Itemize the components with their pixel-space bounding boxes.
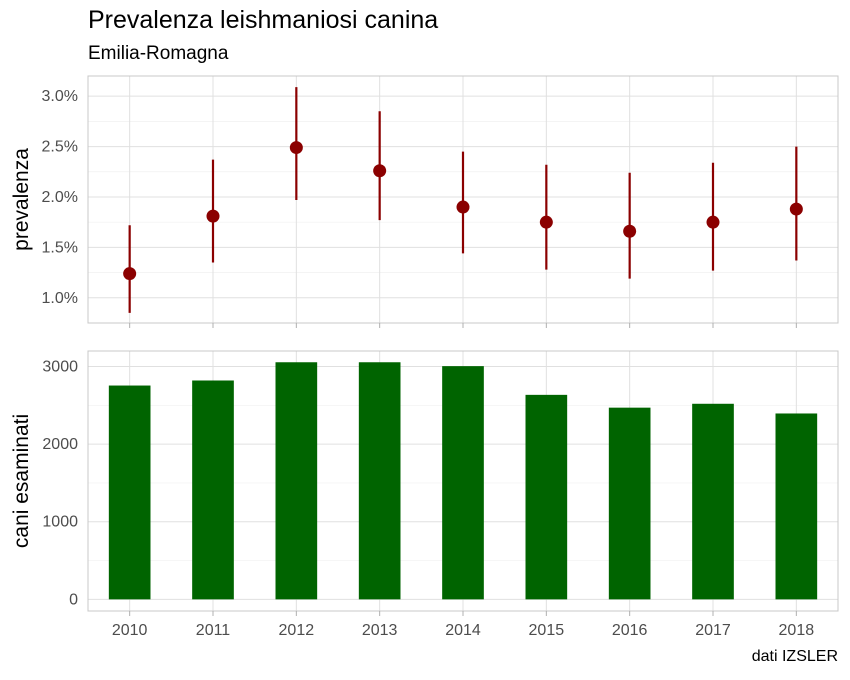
point-2018 [789, 202, 803, 216]
bar-2013 [358, 362, 401, 600]
xtick-label-2018: 2018 [779, 622, 815, 639]
chart-caption: dati IZSLER [751, 648, 838, 665]
bar-2016 [608, 407, 651, 600]
prevalence-ytick-label: 3.0% [42, 88, 78, 105]
chart-title: Prevalenza leishmaniosi canina [88, 6, 439, 34]
bar-ylabel: cani esaminati [10, 414, 33, 548]
xtick-label-2016: 2016 [612, 622, 648, 639]
point-2011 [206, 209, 220, 223]
xtick-label-2010: 2010 [112, 622, 148, 639]
xtick-label-2015: 2015 [529, 622, 565, 639]
bar-2015 [525, 394, 568, 600]
point-2012 [289, 141, 303, 155]
bar-2014 [442, 366, 484, 600]
bar-ytick-label: 1000 [42, 514, 78, 531]
bar-ytick-label: 0 [69, 591, 78, 608]
prevalence-ytick-label: 1.5% [42, 239, 78, 256]
point-2017 [706, 215, 720, 229]
xtick-label-2012: 2012 [279, 622, 315, 639]
point-2010 [123, 267, 137, 281]
point-2016 [623, 224, 637, 238]
prevalence-ytick-label: 1.0% [42, 290, 78, 307]
bar-ytick-label: 3000 [42, 359, 78, 376]
bar-ytick-label: 2000 [42, 436, 78, 453]
point-2015 [539, 215, 553, 229]
x-axis: 2010 2011 2012 2013 2014 2015 2016 2017 2018 [112, 611, 814, 639]
chart-subtitle: Emilia-Romagna [88, 43, 229, 64]
bar-2010 [108, 385, 151, 600]
prevalence-panel: 1.0% 1.5% 2.0% 2.5% 3.0% prevalenza [10, 75, 839, 328]
bar-2018 [775, 413, 818, 600]
bar-panel: 0 1000 2000 3000 cani esaminati [10, 350, 839, 612]
prevalence-ytick-label: 2.5% [42, 139, 78, 156]
prevalence-ytick-label: 2.0% [42, 189, 78, 206]
xtick-label-2013: 2013 [362, 622, 398, 639]
xtick-label-2011: 2011 [196, 622, 231, 639]
xtick-label-2014: 2014 [445, 622, 481, 639]
bar-2012 [275, 362, 318, 600]
point-2014 [456, 200, 470, 214]
prevalence-ylabel: prevalenza [10, 148, 33, 251]
bar-2011 [192, 380, 234, 600]
point-2013 [373, 164, 387, 178]
xtick-label-2017: 2017 [695, 622, 731, 639]
bar-2017 [692, 403, 734, 600]
